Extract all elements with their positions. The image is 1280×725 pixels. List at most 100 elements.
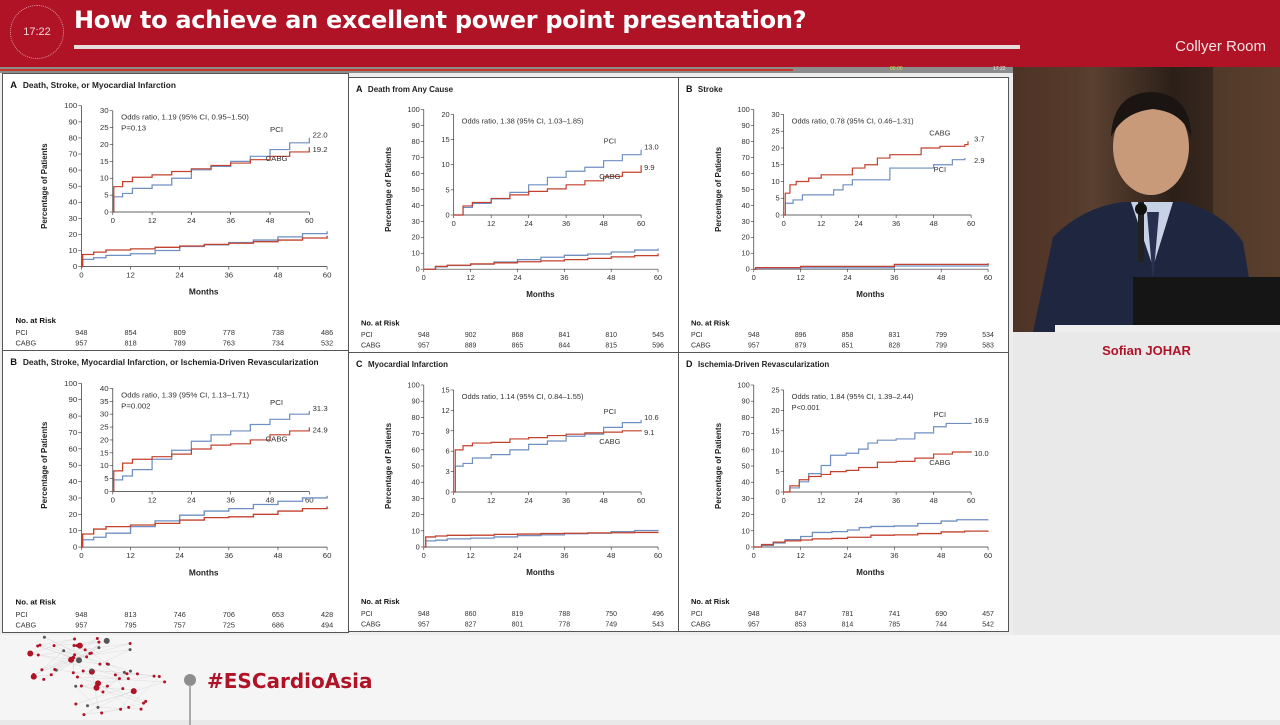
y-tick-label: 20 <box>69 230 78 239</box>
inset-y-tick-label: 20 <box>100 140 109 149</box>
inset-y-tick-label: 10 <box>441 160 449 169</box>
y-tick-label: 90 <box>411 397 419 406</box>
y-tick-label: 20 <box>741 233 749 242</box>
inset-y-tick-label: 30 <box>771 110 779 119</box>
y-tick-label: 30 <box>411 217 419 226</box>
x-axis-label: Months <box>526 290 555 299</box>
at-risk-title: No. at Risk <box>361 597 400 606</box>
at-risk-value: 818 <box>124 340 136 348</box>
y-axis-label: Percentage of Patients <box>384 146 393 232</box>
y-tick-label: 0 <box>73 262 77 271</box>
at-risk-value: 896 <box>795 332 807 339</box>
inset-y-tick-label: 15 <box>771 160 779 169</box>
at-risk-value: 860 <box>465 611 477 618</box>
inset-x-tick-label: 36 <box>892 496 900 505</box>
inset-y-tick-label: 0 <box>446 487 450 496</box>
panel-letter: A <box>10 80 17 90</box>
inset-y-tick-label: 15 <box>441 135 449 144</box>
x-tick-label: 12 <box>126 551 135 560</box>
inset-x-tick-label: 48 <box>599 496 607 505</box>
inset-x-tick-label: 0 <box>452 219 456 228</box>
y-tick-label: 70 <box>69 150 78 159</box>
at-risk-title: No. at Risk <box>691 318 730 327</box>
y-tick-label: 100 <box>64 379 77 388</box>
inset-x-tick-label: 0 <box>111 216 115 225</box>
at-risk-row-label: PCI <box>16 610 28 619</box>
x-tick-label: 0 <box>752 551 756 560</box>
x-tick-label: 0 <box>79 271 83 280</box>
y-tick-label: 90 <box>411 121 419 130</box>
x-tick-label: 24 <box>175 551 184 560</box>
at-risk-value: 734 <box>272 340 284 348</box>
end-value-label: 31.3 <box>312 404 327 413</box>
at-risk-value: 457 <box>982 611 994 618</box>
inset-y-tick-label: 10 <box>771 447 779 456</box>
panel-letter: B <box>10 357 17 367</box>
at-risk-value: 788 <box>559 611 571 618</box>
y-tick-label: 40 <box>741 201 749 210</box>
y-tick-label: 60 <box>741 445 749 454</box>
end-value-label: 10.6 <box>644 413 659 422</box>
y-tick-label: 70 <box>741 429 749 438</box>
inset-x-tick-label: 0 <box>111 496 115 505</box>
x-axis-label: Months <box>189 288 219 297</box>
at-risk-value: 801 <box>512 621 524 628</box>
y-tick-label: 30 <box>69 214 78 223</box>
y-tick-label: 10 <box>411 526 419 535</box>
x-tick-label: 24 <box>843 273 851 282</box>
x-tick-label: 60 <box>654 551 662 560</box>
series-label-pci: PCI <box>604 137 616 146</box>
at-risk-value: 795 <box>124 621 136 630</box>
inset-y-tick-label: 40 <box>100 384 109 393</box>
y-tick-label: 20 <box>741 510 749 519</box>
at-risk-value: 534 <box>982 332 994 339</box>
panel-letter: D <box>686 359 693 369</box>
x-axis-label: Months <box>526 568 555 577</box>
timeline-line <box>189 685 191 725</box>
inset-x-tick-label: 60 <box>967 496 975 505</box>
y-tick-label: 0 <box>746 542 750 551</box>
at-risk-row-label: PCI <box>691 332 703 339</box>
at-risk-value: 428 <box>321 610 333 619</box>
x-tick-label: 60 <box>984 273 992 282</box>
at-risk-value: 858 <box>842 332 854 339</box>
inset-x-tick-label: 24 <box>524 219 532 228</box>
at-risk-value: 799 <box>935 343 947 350</box>
y-tick-label: 90 <box>741 121 749 130</box>
inset-y-tick-label: 5 <box>776 467 780 476</box>
at-risk-value: 750 <box>605 611 617 618</box>
at-risk-value: 827 <box>465 621 477 628</box>
speaker-silhouette <box>1013 67 1280 332</box>
main-curve-cabg <box>424 253 658 269</box>
inset-x-tick-label: 48 <box>266 216 275 225</box>
y-tick-label: 30 <box>411 494 419 503</box>
y-tick-label: 10 <box>741 526 749 535</box>
at-risk-value: 957 <box>748 621 760 628</box>
x-tick-label: 36 <box>224 271 233 280</box>
inset-y-tick-label: 0 <box>776 487 780 496</box>
x-tick-label: 12 <box>796 273 804 282</box>
at-risk-value: 706 <box>223 610 235 619</box>
at-risk-value: 879 <box>795 343 807 350</box>
speaker-video <box>1013 67 1280 332</box>
inset-x-tick-label: 12 <box>148 216 157 225</box>
at-risk-value: 757 <box>174 621 186 630</box>
y-tick-label: 80 <box>741 137 749 146</box>
odds-ratio-text: Odds ratio, 1.19 (95% CI, 0.95–1.50) <box>121 113 249 122</box>
inset-x-tick-label: 36 <box>226 496 235 505</box>
y-tick-label: 80 <box>741 413 749 422</box>
at-risk-value: 686 <box>272 621 284 630</box>
end-value-label: 10.0 <box>974 449 989 458</box>
at-risk-row-label: PCI <box>691 611 703 618</box>
y-axis-label: Percentage of Patients <box>384 422 393 509</box>
main-curve-pci <box>424 248 658 269</box>
at-risk-value: 785 <box>889 621 901 628</box>
chart-title: Ischemia-Driven Revascularization <box>698 360 829 369</box>
end-value-label: 24.9 <box>312 425 327 434</box>
